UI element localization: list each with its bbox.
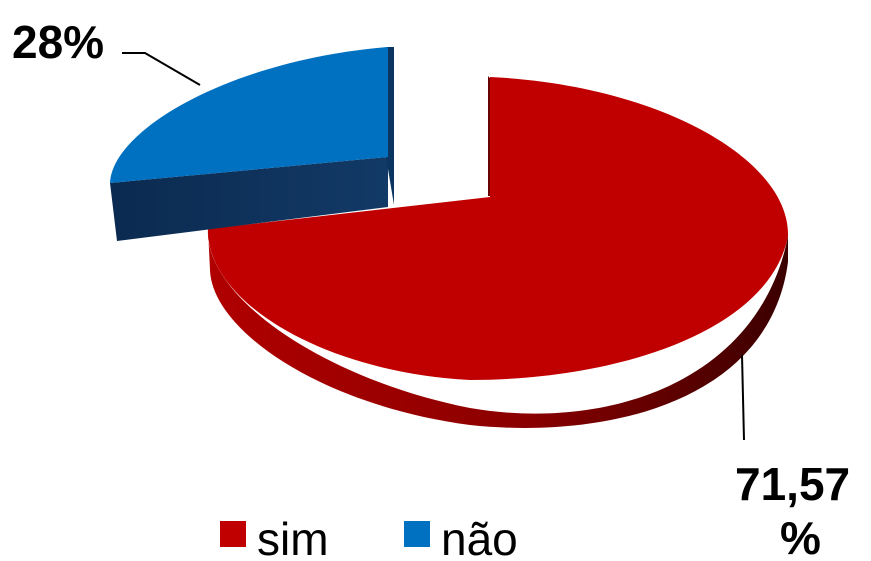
data-label-sim-value: 71,57 — [735, 458, 850, 510]
legend-swatch-nao — [404, 521, 430, 547]
data-label-nao: 28% — [12, 16, 104, 68]
slice-sim-top — [207, 77, 789, 380]
legend-label-nao: não — [441, 513, 518, 561]
legend-label-sim: sim — [257, 513, 329, 561]
legend: sim não — [220, 513, 518, 561]
slice-nao-side — [110, 157, 388, 241]
slice-sim — [207, 76, 789, 428]
leader-line-sim — [741, 354, 745, 441]
slice-sim-side — [207, 229, 788, 428]
slice-nao — [110, 47, 394, 241]
leader-line-nao — [122, 52, 201, 86]
data-label-sim-percent: % — [780, 512, 821, 561]
slice-nao-top — [110, 47, 388, 183]
legend-swatch-sim — [220, 521, 246, 547]
